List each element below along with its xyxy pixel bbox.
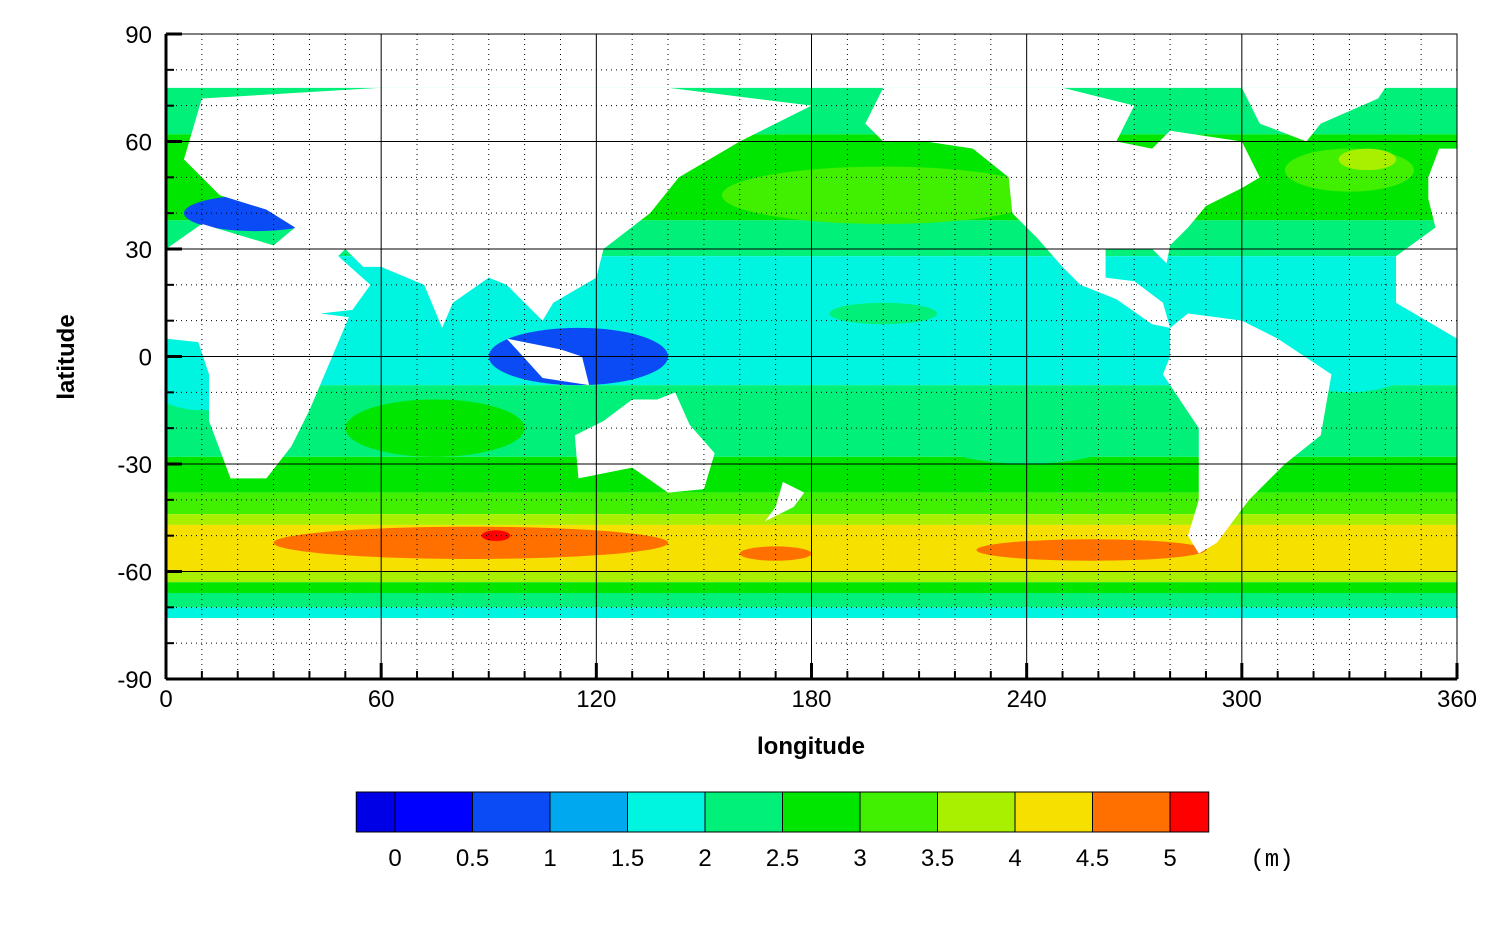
- colorbar-unit: (m): [1250, 847, 1293, 874]
- colorbar-swatch: [355, 791, 396, 833]
- x-tick-label: 300: [1222, 686, 1262, 713]
- y-axis-label: latitude: [53, 314, 80, 399]
- colorbar-swatch: [1092, 791, 1171, 833]
- land: [764, 481, 805, 522]
- colorbar-label: 1.5: [611, 845, 644, 872]
- colorbar-swatch: [627, 791, 706, 833]
- colorbar-label: 2: [698, 845, 711, 872]
- x-tick-label: 0: [159, 686, 172, 713]
- land: [506, 338, 590, 386]
- x-tick-label: 240: [1007, 686, 1047, 713]
- field-patch: [345, 399, 525, 457]
- y-tick-label: -60: [117, 560, 152, 587]
- x-tick-label: 60: [368, 686, 395, 713]
- colorbar-swatch: [782, 791, 861, 833]
- colorbar-swatch: [937, 791, 1016, 833]
- y-tick-label: 30: [125, 237, 152, 264]
- x-tick-label: 120: [576, 686, 616, 713]
- colorbar-label: 4: [1008, 845, 1021, 872]
- colorbar-swatch: [472, 791, 551, 833]
- colorbar-swatch: [1014, 791, 1093, 833]
- field-patch: [829, 302, 938, 325]
- colorbar-swatch: [394, 791, 473, 833]
- land: [1396, 148, 1457, 339]
- colorbar-swatch: [859, 791, 938, 833]
- x-axis-label: longitude: [757, 733, 865, 760]
- colorbar-swatch: [549, 791, 628, 833]
- colorbar-label: 5: [1163, 845, 1176, 872]
- field-patch: [976, 539, 1206, 561]
- field-patch: [739, 546, 812, 561]
- land: [574, 392, 715, 493]
- colorbar-label: 3.5: [921, 845, 954, 872]
- colorbar-label: 0.5: [456, 845, 489, 872]
- field-patch: [1338, 148, 1397, 171]
- colorbar-swatch: [704, 791, 783, 833]
- y-tick-label: 60: [125, 130, 152, 157]
- x-tick-label: 360: [1437, 686, 1477, 713]
- field-patch: [273, 526, 669, 559]
- grid: [164, 32, 1459, 681]
- colorbar-label: 1: [543, 845, 556, 872]
- y-tick-label: -30: [117, 452, 152, 479]
- land: [865, 87, 1260, 328]
- colorbar-swatch: [1169, 791, 1210, 833]
- colorbar-label: 4.5: [1076, 845, 1109, 872]
- land: [1162, 313, 1332, 554]
- colorbar-label: 2.5: [766, 845, 799, 872]
- field-patch: [481, 530, 511, 542]
- land: [166, 87, 812, 479]
- x-tick-label: 180: [791, 686, 831, 713]
- colorbar-label: 3: [853, 845, 866, 872]
- y-tick-label: 90: [125, 22, 152, 49]
- field-patch: [721, 166, 1045, 224]
- colorbar-label: 0: [388, 845, 401, 872]
- y-tick-label: -90: [117, 667, 152, 694]
- y-tick-label: 0: [139, 345, 152, 372]
